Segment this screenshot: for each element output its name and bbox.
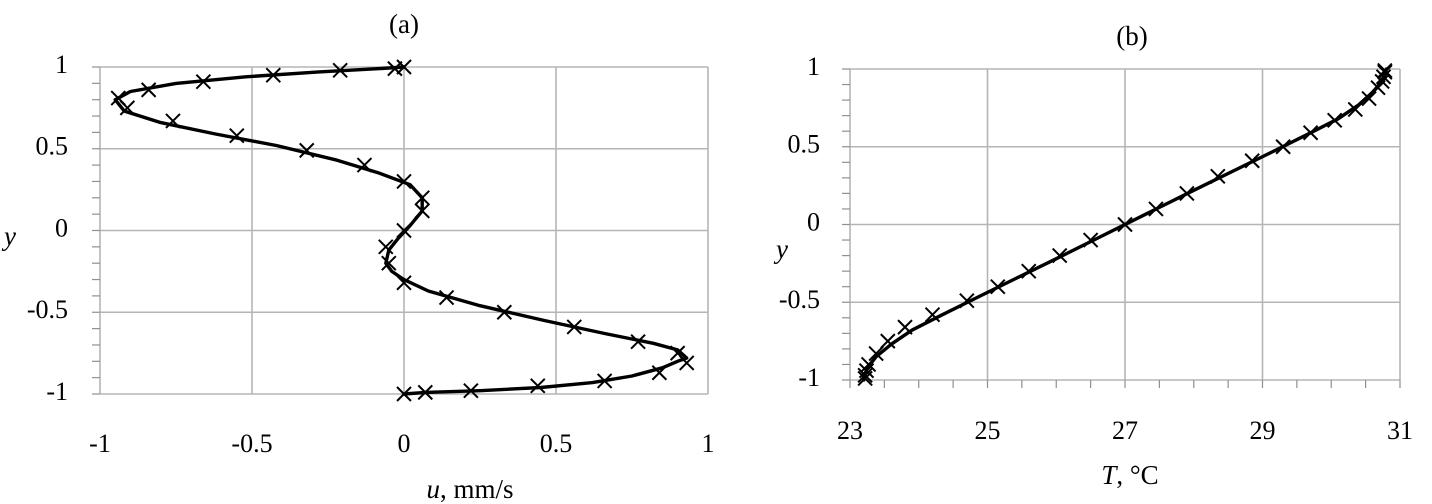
chart-panel-b: (b) 1 0.5 0 -0.5 -1 23 25 27 29 31 y T, °C	[773, 21, 1413, 490]
x-marker	[1361, 90, 1377, 107]
x-marker	[1179, 185, 1195, 202]
y-axis-label: y	[1, 221, 16, 251]
x-axis-label: u, mm/s	[426, 474, 513, 504]
x-marker	[1117, 216, 1133, 233]
x-marker	[630, 333, 646, 350]
x-marker	[1275, 139, 1291, 155]
x-tick-label: 29	[1250, 416, 1276, 445]
y-tick-label: -0.5	[27, 295, 68, 324]
x-tick-label: 0.5	[540, 429, 573, 458]
panel-title: (a)	[389, 9, 419, 39]
x-tick-label: 27	[1112, 416, 1138, 445]
x-tick-label: -1	[89, 429, 111, 458]
x-marker	[299, 142, 315, 159]
y-tick-label: 0.5	[36, 132, 69, 161]
y-tick-label: 0	[55, 213, 68, 242]
x-marker	[860, 356, 877, 373]
y-tick-label: 1	[807, 52, 820, 81]
x-axis-variable: u	[426, 474, 440, 504]
y-tick-label: 1	[55, 50, 68, 79]
x-axis-variable: T	[1101, 460, 1118, 490]
x-marker	[1302, 125, 1319, 141]
x-marker	[1377, 62, 1393, 79]
x-marker	[110, 90, 126, 106]
y-tick-label: -1	[46, 377, 68, 406]
x-marker	[438, 289, 455, 306]
x-marker	[265, 67, 281, 83]
x-marker	[1375, 69, 1392, 85]
x-marker	[959, 292, 975, 309]
y-tick-label: 0	[807, 207, 820, 236]
x-marker	[229, 127, 245, 144]
x-tick-label: 31	[1387, 416, 1413, 445]
x-tick-label: 0	[398, 429, 411, 458]
x-axis-unit: , °C	[1116, 460, 1158, 490]
x-tick-label: 25	[975, 416, 1001, 445]
x-marker	[396, 275, 412, 291]
chart-panel-a: (a) 1 0.5 0 -0.5 -1 -1 -0.5 0 0.5 1 y u, mm/s	[1, 9, 714, 504]
x-marker	[463, 383, 479, 399]
x-tick-label: -0.5	[231, 429, 272, 458]
x-marker	[387, 60, 403, 77]
x-marker	[596, 373, 613, 389]
y-tick-label: -0.5	[779, 285, 820, 314]
x-marker	[1082, 232, 1099, 248]
x-marker	[530, 378, 546, 394]
x-marker	[414, 190, 430, 206]
y-tick-label: 0.5	[788, 130, 821, 159]
x-marker	[396, 59, 412, 75]
x-marker	[356, 157, 373, 173]
x-marker	[414, 203, 430, 219]
x-tick-label: 1	[702, 429, 715, 458]
x-marker	[396, 222, 412, 239]
x-marker	[140, 82, 157, 98]
x-marker	[396, 386, 412, 402]
x-marker	[669, 345, 686, 361]
x-marker	[417, 384, 433, 401]
x-marker	[1051, 247, 1068, 264]
x-tick-label: 23	[837, 416, 863, 445]
x-marker	[1021, 263, 1037, 279]
x-marker	[990, 278, 1006, 295]
x-marker	[496, 304, 513, 320]
x-marker	[1347, 101, 1364, 118]
x-marker	[1377, 64, 1393, 80]
x-marker	[924, 306, 941, 323]
x-marker	[857, 367, 873, 384]
x-marker	[332, 62, 348, 78]
x-marker	[165, 113, 181, 129]
x-marker	[880, 333, 896, 349]
x-marker	[897, 319, 913, 335]
x-marker	[1210, 168, 1226, 185]
x-axis-label: T, °C	[1101, 460, 1158, 490]
y-axis-label: y	[773, 234, 788, 264]
x-marker	[396, 173, 412, 190]
x-marker	[378, 239, 394, 255]
x-marker	[195, 74, 212, 90]
x-axis-unit: , mm/s	[440, 474, 514, 504]
x-marker	[1326, 112, 1343, 129]
panel-title: (b)	[1116, 21, 1147, 51]
x-marker	[381, 255, 397, 271]
x-marker	[651, 365, 668, 381]
x-marker	[1244, 153, 1260, 169]
x-marker	[868, 345, 884, 362]
x-marker	[1148, 201, 1164, 217]
x-marker	[566, 319, 582, 335]
y-tick-label: -1	[798, 363, 820, 392]
